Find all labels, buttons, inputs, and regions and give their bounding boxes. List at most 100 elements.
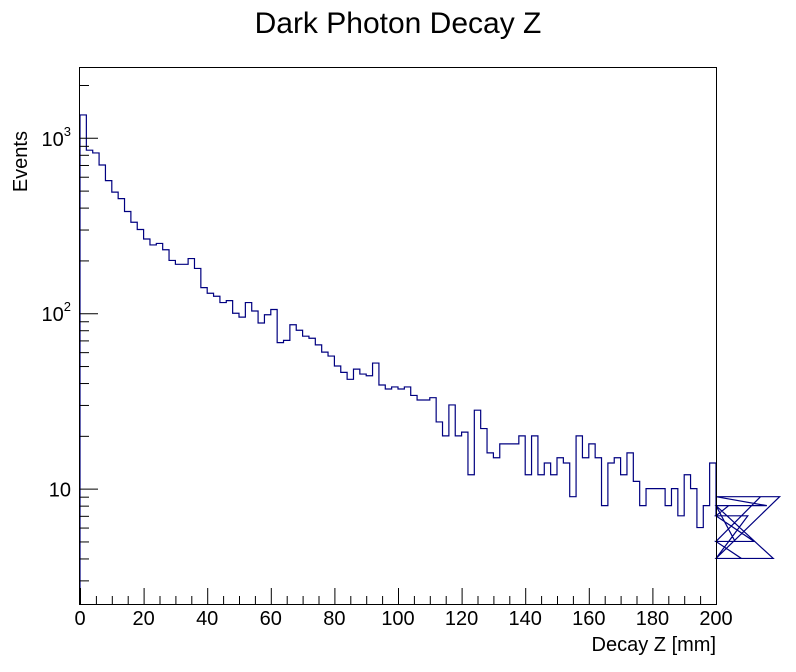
histogram-bin [347, 379, 353, 604]
histogram-series-line [79, 114, 782, 604]
histogram-bin [646, 489, 652, 604]
x-tick-label: 180 [636, 608, 669, 630]
histogram-bin [169, 260, 175, 604]
histogram-bin [156, 243, 162, 604]
histogram-bin [468, 475, 474, 604]
histogram-bin [500, 444, 506, 604]
histogram-bin [455, 436, 461, 604]
histogram-bin [163, 250, 169, 604]
histogram-bin [284, 340, 290, 604]
histogram-bin [602, 506, 608, 604]
histogram-bin [538, 475, 544, 604]
y-tick-label: 103 [42, 124, 71, 151]
x-tick-label: 20 [132, 608, 154, 630]
histogram-bin [315, 345, 321, 604]
histogram-bin [551, 475, 557, 604]
histogram-bin [684, 475, 690, 604]
histogram-bin [398, 389, 404, 604]
histogram-bin [589, 444, 595, 604]
histogram-bin [112, 192, 118, 604]
histogram-bin [137, 230, 143, 604]
histogram-bin [512, 444, 518, 604]
histogram-bin [131, 222, 137, 604]
histogram-bin [309, 338, 315, 604]
histogram-bin [214, 296, 220, 604]
histogram-bin [322, 352, 328, 604]
histogram-bin [86, 150, 92, 604]
histogram-bin [353, 369, 359, 604]
histogram-bin [563, 463, 569, 604]
y-axis-label: Events [10, 131, 32, 192]
histogram-bin [175, 264, 181, 604]
histogram-bin [671, 489, 677, 604]
histogram-bin [207, 293, 213, 604]
histogram-bin [570, 497, 576, 604]
histogram-bin [385, 389, 391, 604]
histogram-bin [271, 310, 277, 604]
x-tick-label: 60 [260, 608, 282, 630]
histogram-bin [144, 239, 150, 604]
histogram-bin [493, 458, 499, 604]
histogram-bin [582, 458, 588, 604]
histogram-bin [557, 458, 563, 604]
x-tick-label: 80 [323, 608, 345, 630]
histogram-bin [621, 475, 627, 604]
histogram-bin [652, 489, 658, 604]
histogram-bin [264, 315, 270, 604]
histogram-bin [665, 506, 671, 604]
histogram-bin [532, 436, 538, 604]
histogram-bin [519, 436, 525, 604]
histogram-bin [373, 363, 379, 604]
histogram-bin [710, 463, 716, 604]
histogram-bin [252, 311, 258, 604]
histogram-bin [627, 453, 633, 604]
x-tick-label: 40 [196, 608, 218, 630]
histogram-bin [379, 385, 385, 604]
histogram-bin [334, 366, 340, 604]
histogram-bin [99, 165, 105, 604]
histogram-bin [640, 506, 646, 604]
histogram-bin [481, 429, 487, 604]
histogram-bin [544, 463, 550, 604]
histogram-bin [691, 489, 697, 604]
chart-title: Dark Photon Decay Z [255, 7, 542, 40]
histogram-bin [233, 313, 239, 604]
histogram-bin [360, 374, 366, 604]
histogram-bin [411, 395, 417, 604]
histogram-bin [525, 475, 531, 604]
histogram-bin [194, 268, 200, 604]
histogram-bin [226, 301, 232, 604]
histogram-bin [220, 303, 226, 604]
histogram-bin [462, 432, 468, 604]
histogram-bin [258, 323, 264, 604]
x-tick-label: 140 [509, 608, 542, 630]
histogram-bin [239, 317, 245, 604]
histogram-bin [449, 405, 455, 604]
histogram-bin [201, 288, 207, 604]
histogram-bin [245, 303, 251, 604]
x-axis-label: Decay Z [mm] [592, 634, 716, 656]
histogram-bin [80, 115, 86, 604]
histogram-bin [678, 516, 684, 604]
x-tick-label: 120 [445, 608, 478, 630]
histogram-bin [188, 259, 194, 604]
plot-frame [79, 67, 717, 605]
histogram-bin [436, 422, 442, 604]
histogram-bin [303, 336, 309, 604]
histogram-bin [341, 372, 347, 604]
histogram-bin [608, 463, 614, 604]
histogram-bin [290, 325, 296, 604]
histogram-bin [105, 181, 111, 604]
y-tick-label: 102 [42, 299, 71, 326]
histogram-bin [443, 436, 449, 604]
histogram-bin [506, 444, 512, 604]
histogram-bin [404, 387, 410, 604]
histogram-bin [659, 489, 665, 604]
histogram-bin [125, 212, 131, 604]
x-tick-label: 0 [74, 608, 85, 630]
histogram-bin [703, 506, 709, 604]
histogram-bin [595, 458, 601, 604]
x-tick-label: 200 [699, 608, 732, 630]
